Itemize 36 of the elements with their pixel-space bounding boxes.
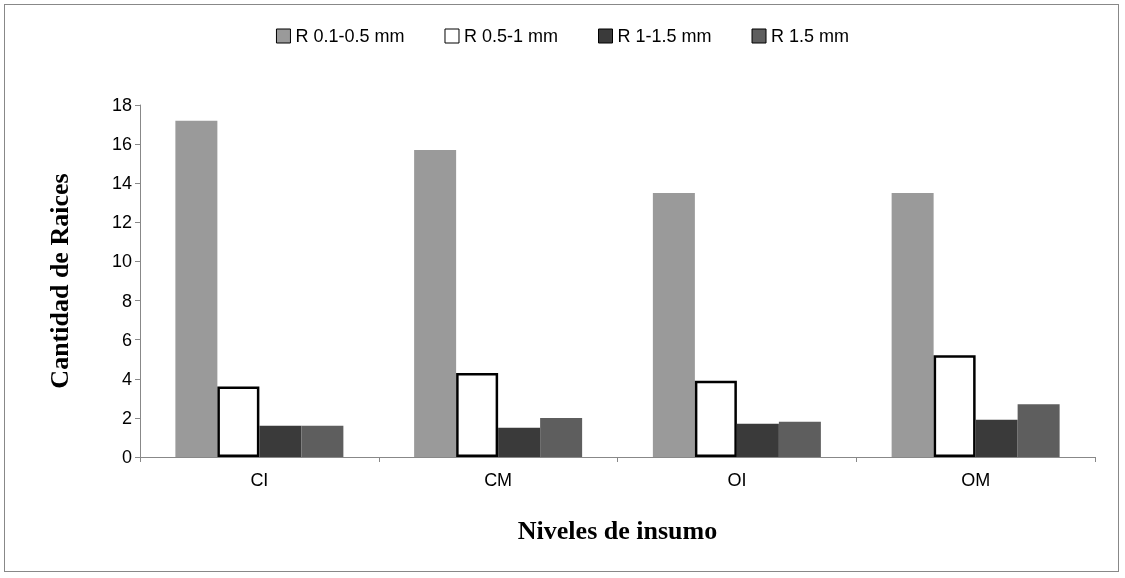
bar	[891, 193, 934, 457]
y-tick-label: 14	[111, 173, 132, 194]
bar	[414, 149, 457, 457]
x-tick-label: CI	[250, 470, 269, 490]
bar	[217, 386, 260, 457]
y-tick-label: 18	[111, 95, 132, 115]
y-tick-label: 16	[111, 134, 132, 155]
legend-label: R 1-1.5 mm	[617, 26, 712, 46]
x-tick-label: OI	[727, 470, 747, 490]
y-tick-label: 8	[121, 290, 132, 311]
bar	[498, 427, 541, 457]
bar	[540, 417, 583, 457]
bar	[301, 425, 344, 457]
legend-label: R 0.5-1 mm	[463, 26, 559, 46]
y-axis-title: Cantidad de Raices	[44, 173, 74, 389]
bar	[175, 120, 218, 457]
bar	[778, 421, 821, 457]
bar	[736, 423, 779, 457]
bar	[975, 419, 1018, 457]
bar	[933, 355, 976, 457]
x-axis-title: Niveles de insumo	[517, 515, 718, 545]
bar	[652, 193, 695, 457]
bar	[456, 372, 499, 457]
bar	[259, 425, 302, 457]
x-tick-label: OM	[961, 470, 991, 490]
y-tick-label: 6	[121, 329, 132, 350]
legend-label: R 0.1-0.5 mm	[295, 26, 405, 46]
legend-label: R 1.5 mm	[771, 26, 850, 46]
y-tick-label: 12	[111, 212, 132, 233]
y-tick-label: 4	[121, 368, 132, 389]
x-tick-label: CM	[484, 470, 513, 490]
bar	[694, 380, 737, 457]
y-tick-label: 2	[121, 407, 132, 428]
bar	[1017, 404, 1060, 457]
y-tick-label: 10	[111, 251, 132, 272]
y-tick-label: 0	[121, 447, 132, 467]
